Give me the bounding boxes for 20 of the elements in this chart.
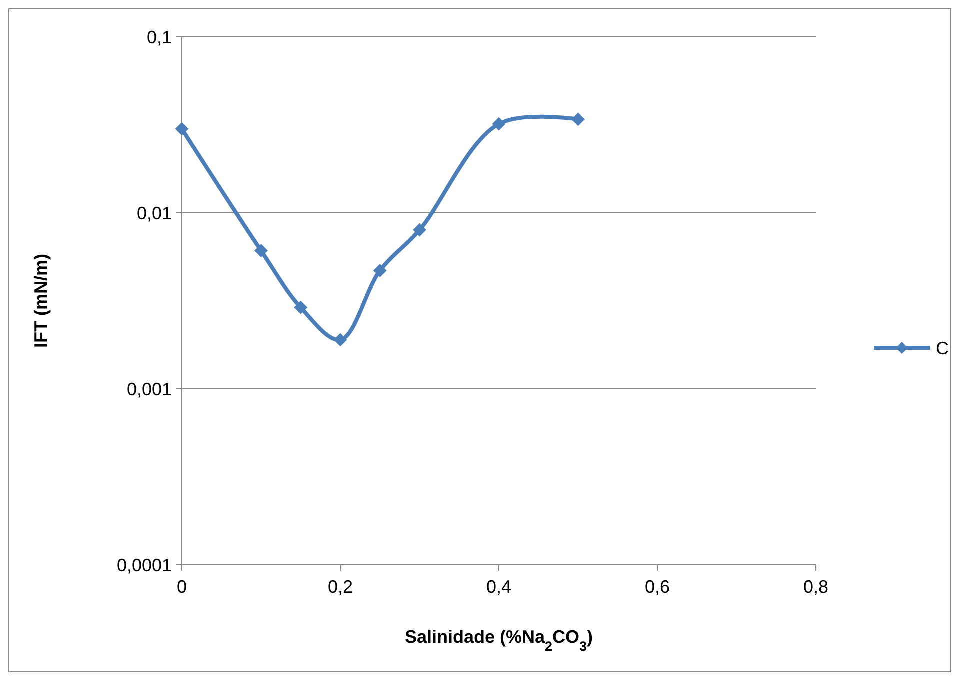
point xyxy=(254,244,268,258)
point xyxy=(176,122,188,136)
point xyxy=(374,264,387,278)
y-tick-label: 0,1 xyxy=(146,27,172,48)
x-tick-label: 0,4 xyxy=(486,577,512,597)
y-tick-label: 0,0001 xyxy=(116,555,172,576)
x-tick-label: 0 xyxy=(176,577,188,597)
x-tick-label: 0,8 xyxy=(803,577,829,597)
point xyxy=(294,301,308,314)
y-tick-label: 0,001 xyxy=(126,379,172,400)
point xyxy=(334,333,347,346)
x-tick-label: 0,2 xyxy=(328,577,354,597)
point xyxy=(572,112,585,126)
y-tick-label: 0,01 xyxy=(136,203,172,224)
x-tick-label: 0,6 xyxy=(644,577,670,597)
y-axis-title: IFT (mN/m) xyxy=(31,254,51,348)
legend-label: C xyxy=(936,338,949,358)
point xyxy=(492,118,506,131)
x-axis-title: Salinidade (%Na$_{2}$CO$_{3}$) xyxy=(404,627,594,654)
point xyxy=(413,224,426,237)
